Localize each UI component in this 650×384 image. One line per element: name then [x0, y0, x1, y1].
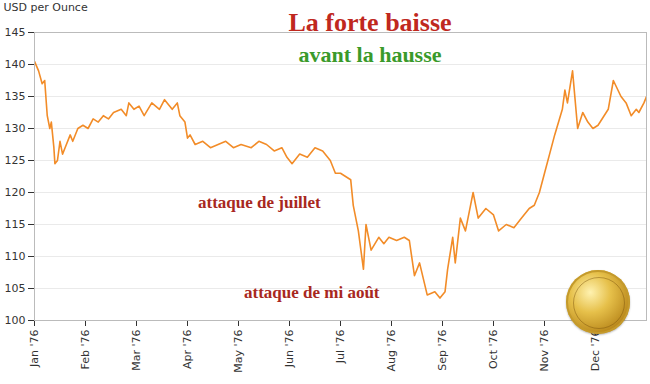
svg-text:145: 145 [5, 26, 26, 39]
svg-text:110: 110 [5, 250, 26, 263]
svg-text:Jan '76: Jan '76 [28, 330, 41, 368]
html-text:La forte baisse: La forte baisse [288, 8, 452, 37]
svg-text:Mar '76: Mar '76 [130, 330, 143, 371]
svg-text:Aug '76: Aug '76 [385, 330, 398, 372]
svg-text:105: 105 [5, 282, 26, 295]
svg-text:Apr '76: Apr '76 [181, 330, 194, 370]
svg-text:Jul '76: Jul '76 [334, 330, 347, 365]
svg-text:Oct '76: Oct '76 [487, 330, 500, 370]
html-text:attaque de mi août: attaque de mi août [244, 283, 380, 302]
svg-text:120: 120 [5, 186, 26, 199]
svg-text:Feb '76: Feb '76 [79, 330, 92, 370]
svg-text:Sep '76: Sep '76 [436, 329, 449, 370]
svg-text:Dec '76: Dec '76 [589, 330, 602, 372]
svg-text:115: 115 [5, 218, 26, 231]
svg-text:125: 125 [5, 154, 26, 167]
svg-text:USD per Ounce: USD per Ounce [4, 1, 88, 14]
html-text:avant la hausse: avant la hausse [298, 42, 442, 67]
svg-text:135: 135 [5, 90, 26, 103]
svg-text:140: 140 [5, 58, 26, 71]
svg-text:May '76: May '76 [232, 330, 245, 373]
svg-text:Jun '76: Jun '76 [283, 330, 296, 369]
svg-text:130: 130 [5, 122, 26, 135]
svg-text:100: 100 [5, 314, 26, 327]
html-text:attaque de juillet: attaque de juillet [198, 193, 321, 212]
svg-text:Nov '76: Nov '76 [538, 330, 551, 372]
